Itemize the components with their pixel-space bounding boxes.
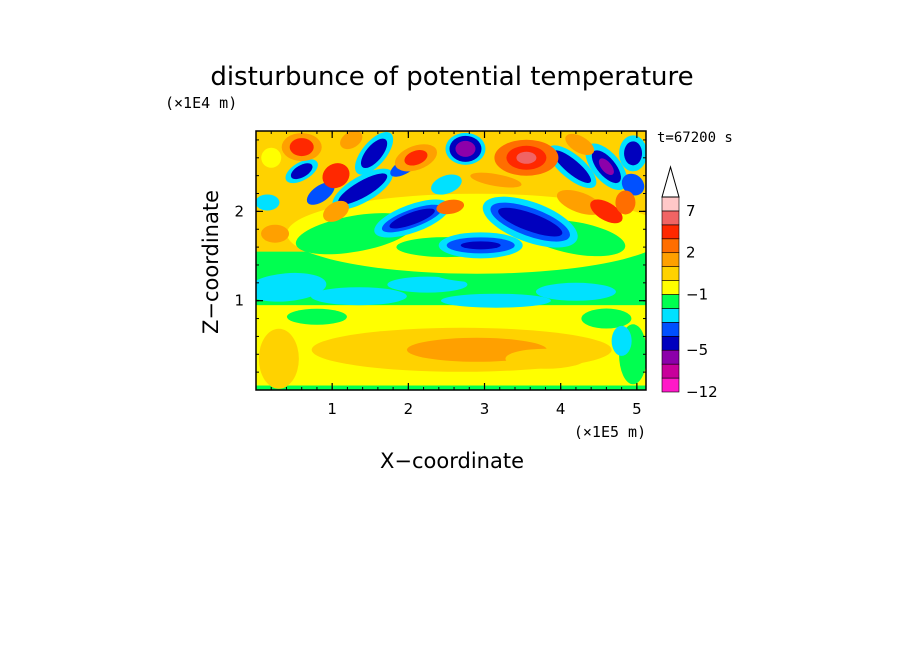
x-tick-label: 1 [327, 400, 337, 418]
x-tick-label: 5 [632, 400, 642, 418]
x-tick-label: 3 [480, 400, 490, 418]
x-tick-label: 2 [404, 400, 414, 418]
contour-blob [615, 190, 636, 215]
colorbar-label: −5 [686, 341, 708, 359]
colorbar-label: 2 [686, 244, 696, 262]
contour-blob [338, 173, 388, 205]
y-tick-label: 1 [234, 292, 244, 310]
colorbar-segment [661, 294, 680, 309]
colorbar-label: 7 [686, 202, 696, 220]
y-axis: 12 [234, 139, 646, 373]
x-axis-label: X−coordinate [380, 449, 524, 473]
contour-blob [322, 163, 350, 189]
contour-band [256, 385, 646, 390]
contour-blob [340, 131, 363, 150]
colorbar: −12−5−127 [661, 165, 718, 401]
contour-blob [553, 150, 592, 184]
contour-blob [455, 140, 476, 157]
contour-blob [315, 339, 396, 360]
contour-blob [387, 276, 468, 293]
x-axis: 1 2 3 4 5 [270, 131, 642, 418]
colorbar-segment [661, 377, 680, 393]
contour-blob [258, 328, 299, 389]
contour-blob [323, 200, 349, 222]
contour-blob [505, 348, 586, 369]
colorbar-segment [661, 308, 680, 323]
contour-blob [389, 208, 435, 229]
contour-blob [460, 241, 501, 250]
contour-blob [256, 194, 280, 211]
contour-blob [404, 150, 428, 166]
contour-blob [261, 147, 282, 168]
contour-blob [310, 287, 407, 306]
colorbar-segment [661, 210, 680, 226]
x-unit-label: (×1E5 m) [574, 423, 646, 441]
contour-blob [290, 163, 313, 180]
contour-blob [535, 282, 616, 301]
contour-blob [440, 293, 551, 308]
contour-blob [624, 141, 643, 166]
colorbar-segment [661, 349, 680, 365]
contour-blob [581, 308, 632, 329]
contour-blob [611, 325, 632, 356]
contour-blob [516, 151, 537, 164]
colorbar-label: −12 [686, 383, 718, 401]
colorbar-segment [661, 335, 680, 351]
contour-blob [286, 308, 347, 325]
contour-blob [565, 133, 595, 155]
contour-blob [590, 199, 623, 224]
colorbar-segment [661, 224, 680, 240]
y-axis-label: Z−coordinate [199, 190, 223, 334]
contour-blob [470, 172, 522, 188]
contour-blob [289, 138, 314, 157]
contour-blob [360, 138, 388, 169]
chart-title: disturbunce of potential temperature [210, 62, 693, 92]
plot-frame [255, 130, 647, 391]
contour-blob [556, 189, 603, 215]
y-unit-label: (×1E4 m) [165, 94, 237, 112]
contour-blob [306, 182, 335, 205]
contour-blob [436, 199, 465, 215]
colorbar-extend-arrow [661, 165, 680, 198]
colorbar-segment [661, 363, 680, 379]
contour-blob [598, 158, 614, 176]
contour-blob [256, 272, 327, 302]
colorbar-segment [661, 266, 680, 281]
colorbar-segment [661, 322, 680, 337]
contour-field [256, 131, 646, 390]
y-tick-label: 2 [234, 202, 244, 220]
contour-blob [498, 207, 563, 237]
colorbar-segment [661, 196, 680, 212]
colorbar-label: −1 [686, 286, 708, 304]
colorbar-segment [661, 252, 680, 267]
time-label: t=67200 s [657, 130, 733, 146]
contour-blob [621, 173, 645, 196]
contour-blob [431, 174, 462, 195]
colorbar-segment [661, 280, 680, 295]
x-tick-label: 4 [556, 400, 566, 418]
contour-blob [261, 224, 290, 243]
colorbar-segment [661, 238, 680, 254]
